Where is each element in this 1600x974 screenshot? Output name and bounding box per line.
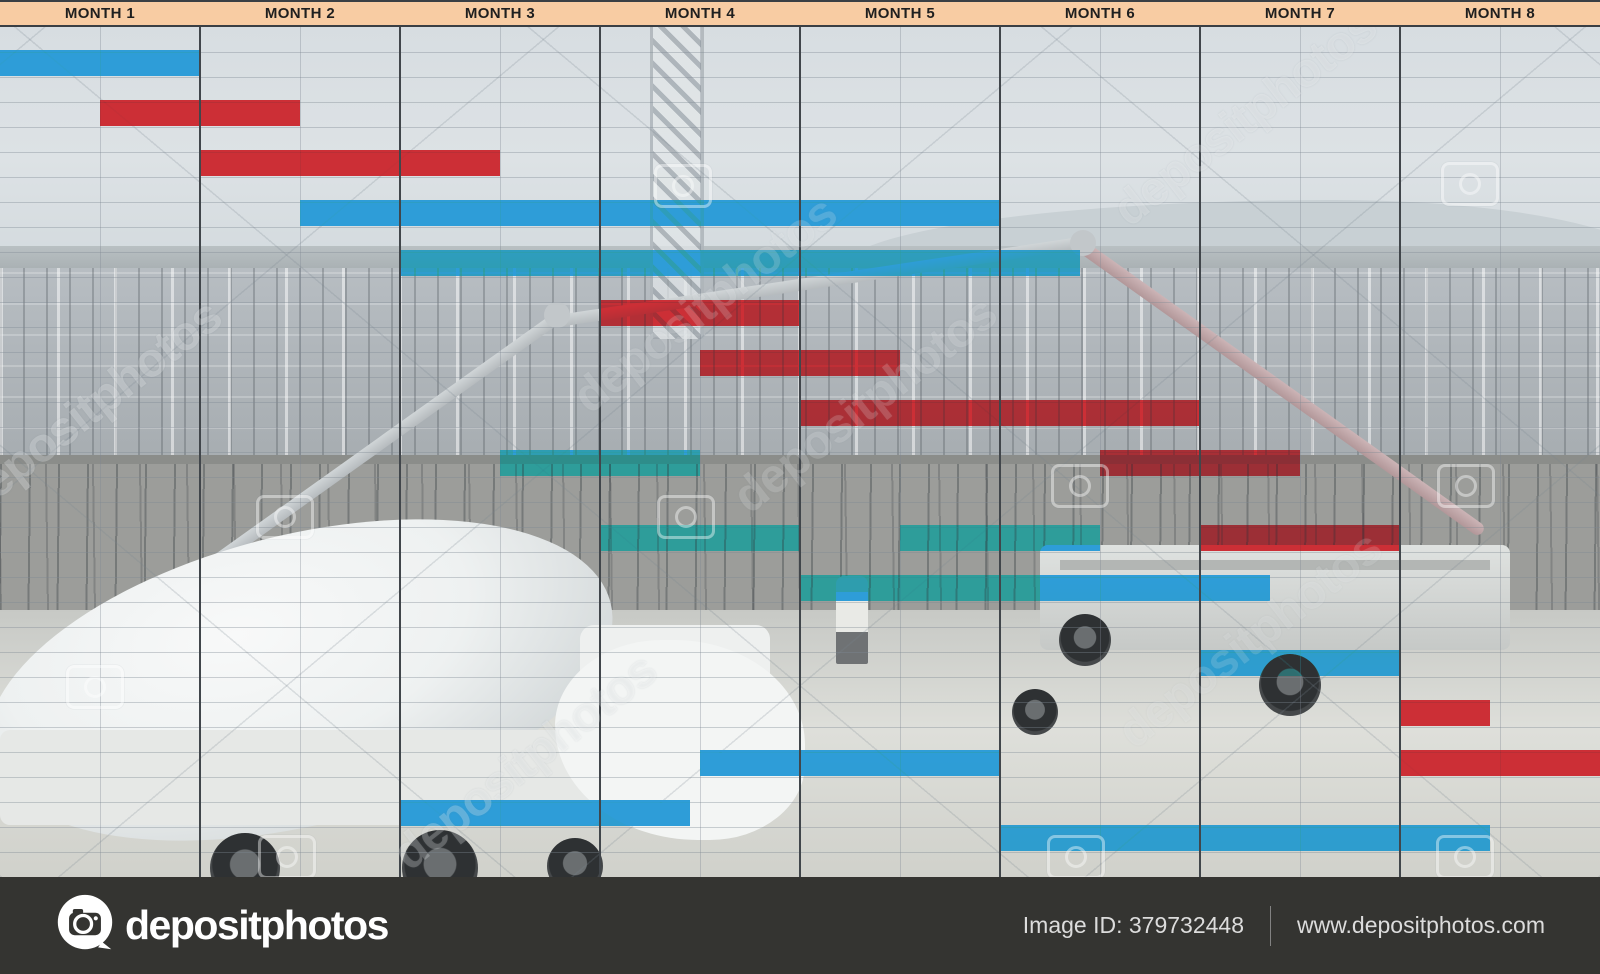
watermark-camera-icon: [1437, 464, 1495, 508]
gantt-bar-blue: [300, 200, 1000, 226]
gantt-bar-blue: [400, 250, 1080, 276]
watermark-camera-lens: [675, 506, 697, 528]
gantt-bar-blue: [400, 800, 690, 826]
depositphotos-logo-text: depositphotos: [125, 902, 389, 948]
watermark-camera-lens: [1065, 846, 1087, 868]
truck-wheel: [1059, 614, 1111, 666]
gantt-bar-blue: [700, 750, 1000, 776]
depositphotos-logo-icon: [55, 893, 115, 958]
watermark-camera-icon: [654, 164, 712, 208]
grid-vline-mid: [1300, 27, 1301, 877]
watermark-camera-icon: [258, 835, 316, 879]
month-header-cell: MONTH 4: [664, 5, 736, 22]
grid-vline-mid: [300, 27, 301, 877]
depositphotos-footer-bar: depositphotos Image ID: 379732448 www.de…: [0, 877, 1600, 974]
gantt-bar-red: [1400, 750, 1600, 776]
gantt-bar-red: [200, 150, 500, 176]
watermark-camera-icon: [1441, 162, 1499, 206]
month-header-row: MONTH 1 MONTH 2 MONTH 3 MONTH 4 MONTH 5 MONTH…: [0, 0, 1600, 27]
watermark-camera-lens: [672, 175, 694, 197]
month-header-cell: MONTH 2: [264, 5, 336, 22]
watermark-camera-icon: [66, 665, 124, 709]
grid-vline-mid: [700, 27, 701, 877]
month-header-cell: MONTH 7: [1264, 5, 1336, 22]
grid-vline-month-boundary: [599, 0, 601, 877]
watermark-camera-icon: [256, 495, 314, 539]
grid-vline-mid: [100, 27, 101, 877]
gantt-bar-blue: [0, 50, 200, 76]
image-id-label: Image ID: 379732448: [1022, 912, 1244, 938]
gantt-bar-red: [1400, 700, 1490, 726]
grid-vline-month-boundary: [1199, 0, 1201, 877]
gantt-bar-blue: [1200, 650, 1400, 676]
gantt-bar-red: [1200, 525, 1400, 551]
site-url: www.depositphotos.com: [1296, 912, 1545, 938]
watermark-camera-lens: [1069, 475, 1091, 497]
month-header-cell: MONTH 6: [1064, 5, 1136, 22]
grid-vline-month-boundary: [999, 0, 1001, 877]
month-header-cell: MONTH 3: [464, 5, 536, 22]
gantt-bar-blue: [800, 575, 1270, 601]
watermark-camera-lens: [84, 676, 106, 698]
grid-vline-month-boundary: [399, 0, 401, 877]
month-header-cell: MONTH 5: [864, 5, 936, 22]
watermark-camera-lens: [1459, 173, 1481, 195]
grid-vline-mid: [900, 27, 901, 877]
footer-divider: [1269, 905, 1271, 946]
truck-wheel: [1012, 689, 1058, 735]
grid-vline-month-boundary: [799, 0, 801, 877]
month-header-cell: MONTH 1: [64, 5, 136, 22]
grid-vline-mid: [1500, 27, 1501, 877]
watermark-camera-icon: [1047, 835, 1105, 879]
flatbed-rail: [1060, 560, 1490, 570]
boom-joint: [544, 302, 570, 328]
month-header-cell: MONTH 8: [1464, 5, 1536, 22]
watermark-camera-lens: [276, 846, 298, 868]
gantt-bar-red: [600, 300, 800, 326]
grid-vline-month-boundary: [199, 0, 201, 877]
watermark-camera-icon: [1436, 835, 1494, 879]
watermark-camera-icon: [657, 495, 715, 539]
watermark-camera-icon: [1051, 464, 1109, 508]
grid-vline-month-boundary: [1399, 0, 1401, 877]
watermark-camera-lens: [1454, 846, 1476, 868]
watermark-camera-lens: [1455, 475, 1477, 497]
gantt-bar-blue: [600, 525, 800, 551]
watermark-camera-lens: [274, 506, 296, 528]
